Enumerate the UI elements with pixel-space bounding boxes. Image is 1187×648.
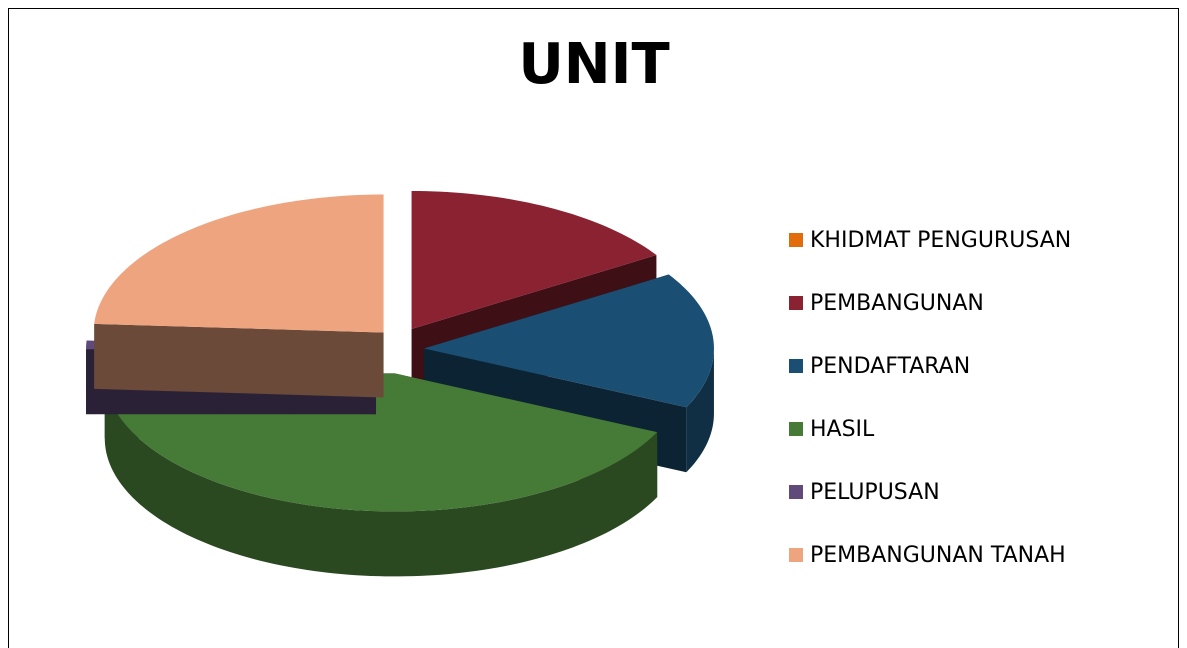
- slice: [94, 194, 384, 398]
- legend-label: KHIDMAT PENGURUSAN: [810, 228, 1071, 253]
- legend-swatch: [789, 422, 803, 436]
- legend-swatch: [789, 233, 803, 247]
- chart-title: UNIT: [518, 32, 669, 97]
- legend-swatch: [789, 296, 803, 310]
- legend-label: HASIL: [810, 417, 875, 442]
- slice-wall: [94, 323, 384, 398]
- slice-top: [94, 194, 384, 333]
- legend-label: PEMBANGUNAN TANAH: [810, 543, 1066, 568]
- legend-swatch: [789, 359, 803, 373]
- legend-label: PEMBANGUNAN: [810, 291, 984, 316]
- legend-swatch: [789, 548, 803, 562]
- slice-top: [423, 274, 714, 408]
- legend-label: PELUPUSAN: [810, 480, 940, 505]
- legend-swatch: [789, 485, 803, 499]
- slice-side: [104, 373, 658, 577]
- legend-label: PENDAFTARAN: [810, 354, 970, 379]
- slice-top: [411, 190, 657, 329]
- slice-side: [686, 348, 714, 473]
